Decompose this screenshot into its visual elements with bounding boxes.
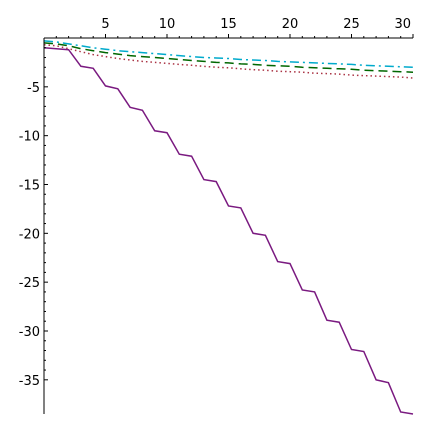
axis-layer <box>43 37 413 414</box>
y-tick-label: -10 <box>19 130 40 145</box>
y-tick-label: -25 <box>19 276 40 291</box>
y-tick-label: -5 <box>27 81 40 96</box>
y-tick-label: -30 <box>19 325 40 340</box>
x-tick-label: 25 <box>343 17 360 32</box>
series-layer <box>43 40 414 415</box>
series-line-4 <box>43 47 414 415</box>
series-line-1 <box>43 40 414 69</box>
y-tick-label: -20 <box>19 227 40 242</box>
x-tick-label: 30 <box>394 17 411 32</box>
y-tick-label: -35 <box>19 374 40 389</box>
x-tick-label: 5 <box>101 17 109 32</box>
series-line-3 <box>43 44 414 79</box>
x-tick-label: 15 <box>220 17 237 32</box>
x-tick-label: 10 <box>159 17 176 32</box>
tick-layer: 5 10 15 20 25 30 -5 -10 -15 -20 -25 -30 -35 <box>19 17 414 389</box>
y-tick-label: -15 <box>19 178 40 193</box>
x-tick-label: 20 <box>282 17 299 32</box>
series-line-2 <box>43 42 414 73</box>
